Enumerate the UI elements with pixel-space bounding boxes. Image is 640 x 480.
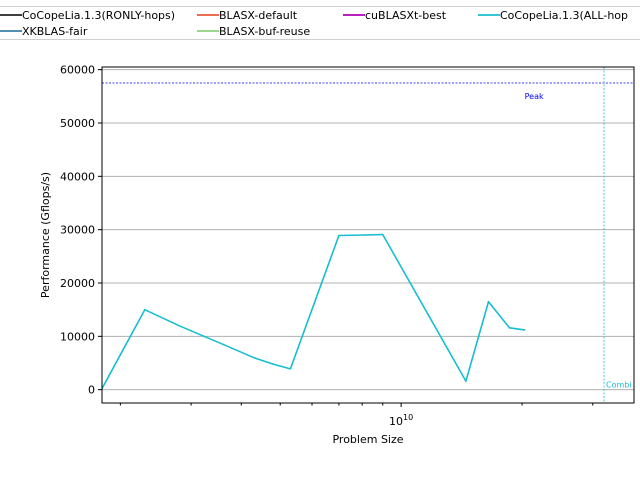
data-point bbox=[338, 234, 340, 237]
axes: 0 10000 20000 30000 40000 50000 60000 1010 bbox=[60, 64, 635, 428]
data-point bbox=[523, 329, 526, 331]
series-group bbox=[102, 233, 526, 390]
x-axis-label: Problem Size bbox=[332, 433, 403, 446]
data-point bbox=[253, 356, 255, 359]
x-tick-label: 1010 bbox=[389, 413, 413, 428]
data-point bbox=[381, 233, 384, 236]
peak-label: Peak bbox=[525, 92, 544, 101]
combi-label: Combi bbox=[606, 380, 632, 389]
plot-area: Peak Combi bbox=[102, 67, 634, 403]
legend: CoCopeLia.1.3(RONLY-hops) BLASX-default cu… bbox=[0, 6, 640, 40]
legend-label: CoCopeLia.1.3(ALL-hop bbox=[500, 9, 628, 22]
y-axis-label: Performance (Gflops/s) bbox=[39, 172, 52, 298]
data-point bbox=[289, 368, 292, 370]
y-tick-label: 60000 bbox=[60, 64, 95, 77]
y-tick-label: 50000 bbox=[60, 117, 95, 130]
plot-frame bbox=[101, 66, 635, 404]
legend-label: XKBLAS-fair bbox=[22, 25, 88, 38]
legend-label: cuBLASXt-best bbox=[365, 9, 447, 22]
data-point bbox=[465, 380, 467, 382]
data-point bbox=[363, 234, 366, 236]
data-point bbox=[143, 308, 146, 311]
y-tick-label: 0 bbox=[88, 384, 95, 397]
data-point bbox=[487, 300, 490, 303]
y-tick-label: 20000 bbox=[60, 277, 95, 290]
legend-label: CoCopeLia.1.3(RONLY-hops) bbox=[22, 9, 175, 22]
y-tick-label: 40000 bbox=[60, 170, 95, 183]
series-line bbox=[102, 233, 525, 389]
data-point bbox=[272, 363, 274, 365]
legend-label: BLASX-buf-reuse bbox=[219, 25, 310, 38]
legend-label: BLASX-default bbox=[219, 9, 298, 22]
y-tick-label: 30000 bbox=[60, 224, 95, 237]
annotations bbox=[102, 67, 634, 403]
y-tick-label: 10000 bbox=[60, 330, 95, 343]
data-point bbox=[222, 343, 224, 346]
data-point bbox=[508, 327, 511, 329]
data-point bbox=[178, 324, 180, 327]
